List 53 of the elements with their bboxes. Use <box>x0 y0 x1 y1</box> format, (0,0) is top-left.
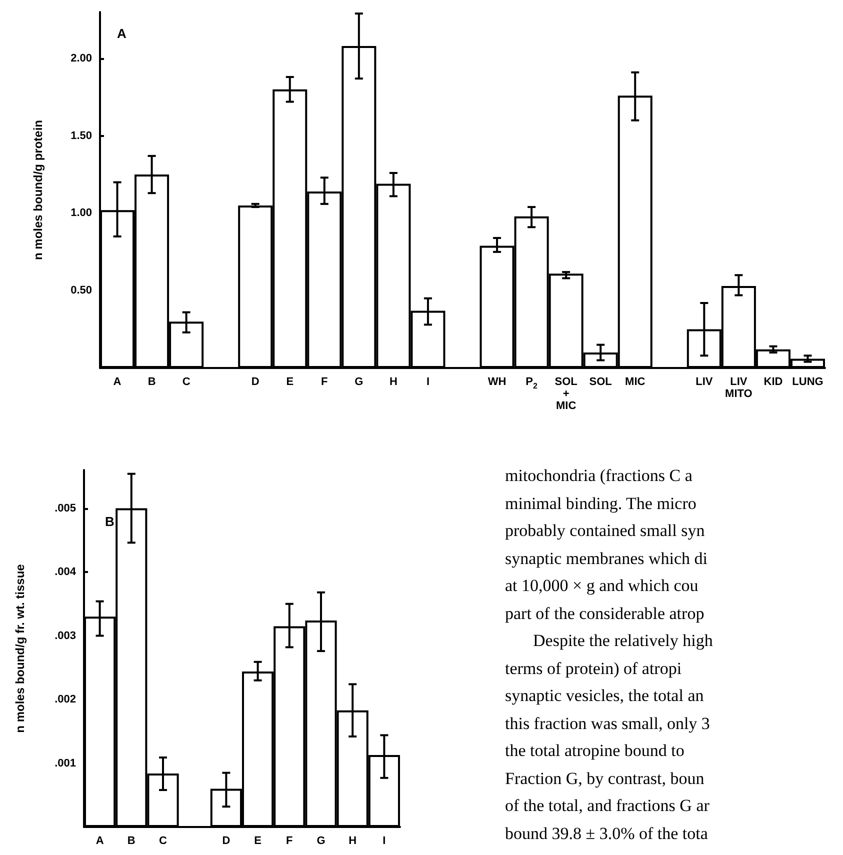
text: mitochondria (fractions C a <box>505 465 694 487</box>
text: this fraction was small, only 3 <box>505 712 711 735</box>
text: at 10,000 × g and which cou <box>505 575 700 597</box>
x-tick-label: E <box>254 835 262 847</box>
text: of the total, and fractions G ar <box>505 795 710 817</box>
y-axis-title: n moles bound/g protein <box>31 120 45 260</box>
y-axis-title: n moles bound/g fr. wt. tissue <box>13 564 27 733</box>
y-tick-label: .001 <box>54 757 76 770</box>
x-tick-label: H <box>389 376 398 388</box>
text: part of the considerable atrop <box>505 602 706 625</box>
x-tick-label: B <box>127 835 136 847</box>
x-tick-label: WH <box>488 376 506 388</box>
x-tick-label: E <box>286 376 294 388</box>
text: B <box>105 514 114 529</box>
x-tick-label: LUNG <box>792 376 824 388</box>
x-tick-label: F <box>321 376 328 388</box>
text: synaptic vesicles, the total an <box>505 685 705 707</box>
text: terms of protein) of atropi <box>505 658 683 680</box>
y-tick-label: .002 <box>54 694 76 706</box>
x-tick-label: SOL <box>589 376 612 388</box>
text: minimal binding. The micro <box>505 492 698 515</box>
x-tick-label: C <box>182 376 190 388</box>
y-tick-label: 0.50 <box>70 284 92 297</box>
x-tick-label: G <box>316 835 326 847</box>
x-tick-label: SOL + MIC <box>554 376 578 412</box>
y-tick-label: .004 <box>54 566 77 578</box>
text: Despite the relatively high <box>532 630 714 652</box>
y-tick-label: 1.50 <box>70 130 92 142</box>
x-tick-label: A <box>96 835 104 847</box>
x-tick-label: F <box>286 835 294 847</box>
x-tick-label: I <box>426 376 430 388</box>
text: probably contained small syn <box>505 520 706 542</box>
x-tick-label: H <box>348 835 357 847</box>
y-tick-label: 2.00 <box>70 52 92 64</box>
x-tick-label: KID <box>764 376 783 388</box>
y-tick-label: .003 <box>54 630 76 642</box>
x-tick-label: A <box>113 376 122 388</box>
x-tick-label: LIV <box>696 376 714 388</box>
text: A <box>117 26 127 41</box>
text: the total atropine bound to <box>505 740 686 762</box>
text: bound 39.8 ± 3.0% of the tota <box>505 822 709 844</box>
x-tick-label: I <box>382 835 386 847</box>
x-tick-label: G <box>354 376 364 388</box>
x-tick-label: LIV MITO <box>725 376 753 400</box>
y-tick-label: .005 <box>54 502 76 514</box>
x-tick-label: D <box>222 835 230 847</box>
x-tick-label: D <box>251 376 260 388</box>
text: Fraction G, by contrast, boun <box>505 768 706 790</box>
x-tick-label: MIC <box>625 376 646 388</box>
x-tick-label: B <box>148 376 156 388</box>
text: synaptic membranes which di <box>505 548 709 570</box>
x-tick-label: C <box>159 835 168 847</box>
y-tick-label: 1.00 <box>70 207 92 220</box>
